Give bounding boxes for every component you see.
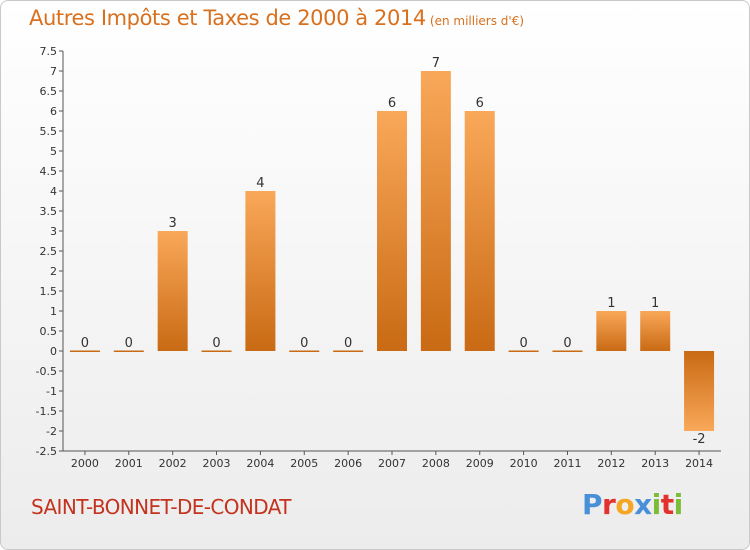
logo-letter: r (602, 488, 616, 521)
y-tick-label: -1 (46, 385, 57, 398)
bar (596, 311, 627, 351)
data-label: -2 (693, 432, 706, 447)
x-tick-label: 2013 (641, 457, 669, 470)
y-tick-label: -0.5 (36, 365, 57, 378)
data-label: 0 (125, 336, 133, 351)
proxiti-logo[interactable]: Proxiti (582, 488, 692, 528)
bar (113, 350, 144, 352)
y-tick-label: 4.5 (40, 165, 58, 178)
x-tick-label: 2011 (553, 457, 581, 470)
data-label: 6 (476, 96, 484, 111)
data-label: 0 (212, 336, 220, 351)
y-tick-label: 6 (50, 105, 57, 118)
x-tick-label: 2012 (597, 457, 625, 470)
data-label: 0 (519, 336, 527, 351)
data-label: 6 (388, 96, 396, 111)
bar (69, 350, 100, 352)
y-tick-label: 3 (50, 225, 57, 238)
x-tick-label: 2006 (334, 457, 362, 470)
chart-title-text: Autres Impôts et Taxes de 2000 à 2014 (29, 6, 426, 30)
logo-letter: i (673, 488, 684, 521)
y-tick-label: 5 (50, 145, 57, 158)
plot-area: 7.5 7 6.5 6 5.5 5 4.5 4 3.5 3 2.5 2 1.5 1 0.5 0 -0.5 -1 -1… (36, 45, 721, 470)
data-label: 1 (651, 296, 659, 311)
y-tick-label: 7 (50, 65, 57, 78)
y-tick-label: 2 (50, 265, 57, 278)
bar (377, 111, 407, 351)
x-tick-label: 2000 (71, 457, 99, 470)
bar (420, 71, 451, 351)
y-tick-label: 0.5 (40, 325, 58, 338)
y-tick-label: 1.5 (40, 285, 58, 298)
y-tick-label: 2.5 (40, 245, 58, 258)
y-tick-label: 5.5 (40, 125, 58, 138)
data-label: 0 (300, 336, 308, 351)
data-label: 4 (256, 176, 264, 191)
data-label: 0 (563, 336, 571, 351)
data-label: 0 (344, 336, 352, 351)
logo-letter: i (651, 488, 662, 521)
data-label: 0 (81, 336, 89, 351)
y-tick-label: 6.5 (40, 85, 58, 98)
y-tick-label: 4 (50, 185, 57, 198)
proxiti-logo-text: Proxiti (582, 488, 683, 521)
chart-unit: (en milliers d'€) (429, 14, 525, 28)
x-tick-label: 2009 (466, 457, 494, 470)
chart-title: Autres Impôts et Taxes de 2000 à 2014 (en… (29, 6, 524, 30)
bar (508, 350, 539, 352)
bar (684, 351, 715, 431)
bar (640, 311, 671, 351)
data-label: 7 (432, 56, 440, 71)
bar (201, 350, 232, 352)
x-tick-label: 2003 (203, 457, 231, 470)
data-label: 3 (169, 216, 177, 231)
bar (157, 231, 188, 351)
bar (552, 350, 583, 352)
y-tick-label: -2 (46, 425, 57, 438)
bar (289, 350, 320, 352)
y-tick-label: 3.5 (40, 205, 58, 218)
x-tick-label: 2002 (159, 457, 187, 470)
x-tick-label: 2008 (422, 457, 450, 470)
y-tick-label: 0 (50, 345, 57, 358)
y-tick-label: 1 (50, 305, 57, 318)
bar (464, 111, 495, 351)
y-tick-label: 7.5 (40, 45, 58, 58)
logo-letter: t (660, 488, 674, 521)
x-tick-label: 2007 (378, 457, 406, 470)
x-tick-label: 2001 (115, 457, 143, 470)
data-label: 1 (607, 296, 615, 311)
bar (245, 191, 276, 351)
x-tick-label: 2004 (246, 457, 274, 470)
logo-letter: x (634, 488, 652, 521)
x-tick-label: 2010 (510, 457, 538, 470)
logo-letter: o (615, 488, 635, 521)
y-tick-label: -2.5 (36, 445, 57, 458)
bar (333, 350, 364, 352)
x-tick-label: 2014 (685, 457, 713, 470)
commune-name: SAINT-BONNET-DE-CONDAT (31, 495, 291, 519)
logo-letter: P (582, 488, 603, 521)
y-tick-label: -1.5 (36, 405, 57, 418)
x-tick-label: 2005 (290, 457, 318, 470)
